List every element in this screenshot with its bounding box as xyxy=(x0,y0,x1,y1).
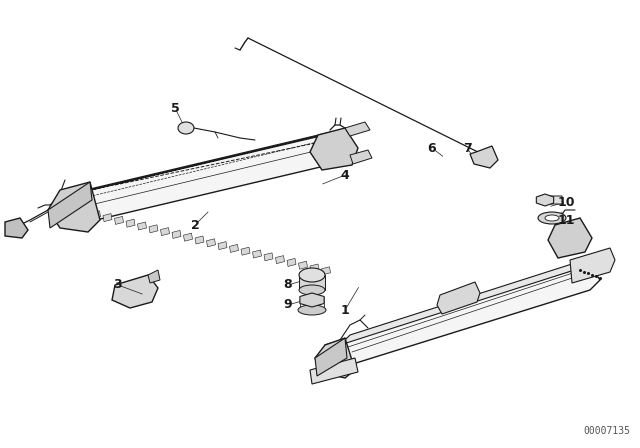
Polygon shape xyxy=(470,146,498,168)
Circle shape xyxy=(541,196,549,204)
Polygon shape xyxy=(115,216,124,224)
Text: 3: 3 xyxy=(114,279,122,292)
Circle shape xyxy=(58,195,78,215)
Polygon shape xyxy=(207,239,216,247)
Polygon shape xyxy=(321,267,330,275)
Polygon shape xyxy=(241,247,250,255)
Polygon shape xyxy=(138,222,147,230)
Text: 9: 9 xyxy=(284,298,292,311)
Circle shape xyxy=(325,139,343,157)
Polygon shape xyxy=(60,130,355,225)
Circle shape xyxy=(68,214,76,222)
Polygon shape xyxy=(437,282,480,314)
Polygon shape xyxy=(126,219,135,227)
Text: 11: 11 xyxy=(557,214,575,227)
Ellipse shape xyxy=(178,122,194,134)
Polygon shape xyxy=(325,265,600,368)
Polygon shape xyxy=(275,256,285,263)
Circle shape xyxy=(478,151,490,163)
Text: 2: 2 xyxy=(191,219,200,232)
Polygon shape xyxy=(315,338,355,378)
Polygon shape xyxy=(536,194,554,206)
Polygon shape xyxy=(340,255,600,345)
Polygon shape xyxy=(112,275,158,308)
Ellipse shape xyxy=(299,285,325,295)
Text: 8: 8 xyxy=(284,279,292,292)
Polygon shape xyxy=(548,218,592,258)
Ellipse shape xyxy=(538,212,566,224)
Polygon shape xyxy=(350,150,372,164)
Polygon shape xyxy=(345,122,370,136)
Polygon shape xyxy=(70,128,350,195)
Text: 7: 7 xyxy=(463,142,472,155)
Polygon shape xyxy=(310,128,358,170)
Polygon shape xyxy=(195,236,204,244)
Polygon shape xyxy=(264,253,273,261)
Polygon shape xyxy=(218,241,227,250)
Polygon shape xyxy=(253,250,262,258)
Polygon shape xyxy=(299,275,325,290)
Text: 1: 1 xyxy=(340,303,349,316)
Polygon shape xyxy=(548,196,563,204)
Polygon shape xyxy=(148,270,160,283)
Polygon shape xyxy=(298,261,307,269)
Polygon shape xyxy=(570,248,615,283)
Polygon shape xyxy=(310,264,319,272)
Polygon shape xyxy=(172,230,181,238)
Ellipse shape xyxy=(545,215,559,221)
Text: 5: 5 xyxy=(171,102,179,115)
Polygon shape xyxy=(300,293,324,307)
Ellipse shape xyxy=(298,305,326,315)
Polygon shape xyxy=(184,233,193,241)
Circle shape xyxy=(487,155,493,161)
Polygon shape xyxy=(80,208,89,216)
Ellipse shape xyxy=(299,268,325,282)
Circle shape xyxy=(72,209,84,221)
Polygon shape xyxy=(161,228,170,236)
Polygon shape xyxy=(48,182,100,232)
Polygon shape xyxy=(5,218,28,238)
Circle shape xyxy=(325,348,339,362)
Polygon shape xyxy=(230,245,239,252)
Text: 10: 10 xyxy=(557,195,575,208)
Circle shape xyxy=(306,294,318,306)
Polygon shape xyxy=(315,338,347,376)
Circle shape xyxy=(331,363,341,373)
Polygon shape xyxy=(48,182,92,228)
Text: 6: 6 xyxy=(428,142,436,155)
Text: 4: 4 xyxy=(340,168,349,181)
Polygon shape xyxy=(92,211,100,219)
Polygon shape xyxy=(149,225,158,233)
Polygon shape xyxy=(287,258,296,267)
Polygon shape xyxy=(310,358,358,384)
Text: 00007135: 00007135 xyxy=(583,426,630,436)
Circle shape xyxy=(562,230,578,246)
Polygon shape xyxy=(103,214,112,222)
